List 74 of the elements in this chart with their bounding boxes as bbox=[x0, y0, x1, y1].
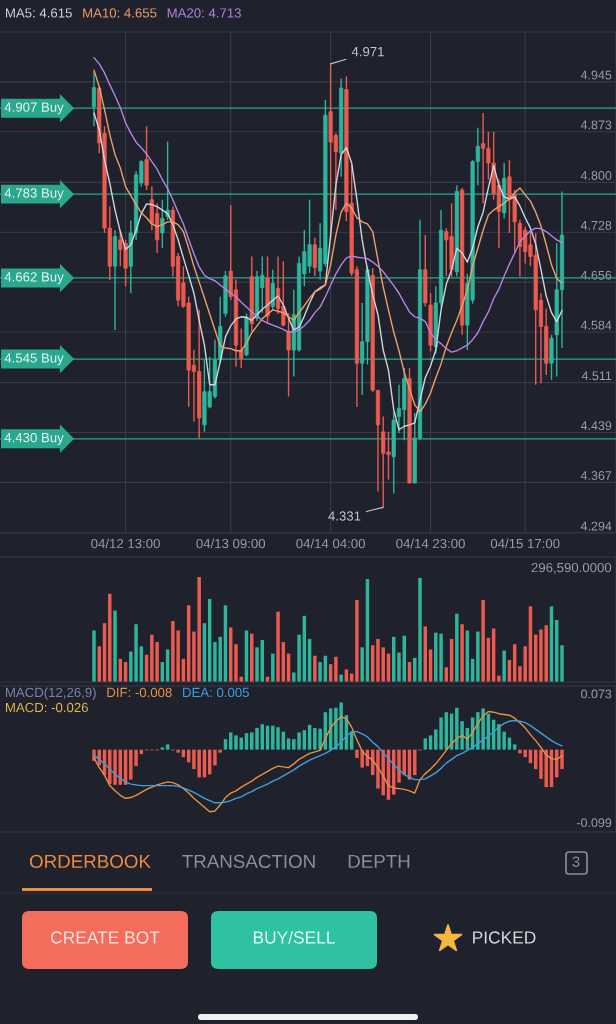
bar bbox=[223, 739, 228, 750]
text: CREATE BOT bbox=[51, 931, 160, 944]
bar bbox=[286, 738, 291, 750]
chart-title: MACD(12,26,9) bbox=[6, 687, 96, 700]
x-tick-label: 04/13 09:00 bbox=[196, 538, 266, 549]
ref-line-label: 4.783 Buy bbox=[4, 188, 64, 201]
y-tick-label: 0.073 bbox=[581, 689, 612, 699]
bar bbox=[481, 600, 485, 682]
bar bbox=[460, 624, 464, 682]
bar bbox=[418, 578, 422, 682]
bar bbox=[108, 593, 112, 682]
bar bbox=[165, 744, 170, 750]
text: MA20: 4.713 bbox=[167, 8, 241, 18]
bar bbox=[92, 630, 96, 682]
bar bbox=[355, 600, 359, 682]
bar bbox=[176, 749, 180, 753]
bar bbox=[360, 647, 364, 682]
bar bbox=[255, 727, 259, 750]
bar bbox=[339, 674, 343, 682]
text: DEA: 0.005 bbox=[183, 687, 249, 698]
y-tick-label: 4.584 bbox=[580, 320, 612, 330]
bar bbox=[560, 749, 564, 770]
annotation: 4.331 bbox=[328, 511, 361, 521]
y-tick-label: 4.728 bbox=[580, 220, 612, 230]
x-tick-label: 04/14 23:00 bbox=[396, 538, 465, 549]
x-tick-label: 04/12 13:00 bbox=[91, 538, 160, 549]
line-series bbox=[93, 710, 563, 813]
bar bbox=[455, 613, 459, 682]
bar bbox=[423, 738, 428, 750]
y-tick-label: 4.873 bbox=[580, 120, 612, 130]
x-tick-label: 04/14 04:00 bbox=[296, 538, 365, 549]
bar bbox=[560, 645, 564, 682]
bar bbox=[502, 650, 506, 682]
text: DIF: -0.008 bbox=[107, 687, 172, 698]
text: BUY/SELL bbox=[253, 930, 335, 944]
bar bbox=[228, 732, 233, 750]
ref-line-label: 4.430 Buy bbox=[4, 432, 64, 445]
x-tick-label: 04/15 17:00 bbox=[490, 538, 560, 549]
text: PICKED bbox=[473, 931, 536, 944]
bar bbox=[497, 675, 501, 682]
y-tick-label: -0.099 bbox=[576, 818, 612, 828]
y-tick-label: 4.294 bbox=[580, 521, 612, 531]
text: DEPTH bbox=[348, 854, 410, 868]
bar bbox=[318, 662, 322, 682]
text: MACD: -0.026 bbox=[6, 702, 88, 713]
bar bbox=[313, 655, 317, 682]
bar bbox=[234, 735, 238, 750]
y-tick-label: 4.511 bbox=[581, 371, 612, 381]
bar bbox=[255, 647, 259, 682]
ref-line-label: 4.545 Buy bbox=[4, 353, 64, 366]
bar bbox=[271, 653, 275, 682]
text: MA5: 4.615 bbox=[6, 8, 72, 18]
y-tick-label: 4.800 bbox=[580, 171, 612, 180]
bar bbox=[113, 610, 117, 682]
bar bbox=[397, 652, 401, 682]
text: ORDERBOOK bbox=[29, 854, 151, 869]
bar bbox=[512, 744, 517, 750]
text: MA10: 4.655 bbox=[83, 8, 157, 18]
bar bbox=[250, 732, 254, 750]
line-series bbox=[93, 719, 563, 804]
text: 3 bbox=[572, 856, 580, 867]
y-tick-label: 4.439 bbox=[580, 421, 612, 431]
bar bbox=[428, 735, 433, 750]
ref-line-label: 4.907 Buy bbox=[4, 102, 64, 115]
text: TRANSACTION bbox=[182, 854, 315, 869]
bar bbox=[160, 747, 165, 750]
bar bbox=[397, 749, 401, 783]
y-tick-label: 4.945 bbox=[580, 70, 612, 80]
ref-line-label: 4.662 Buy bbox=[4, 272, 64, 285]
y-tick-label: 4.367 bbox=[580, 471, 612, 480]
bar bbox=[276, 611, 280, 682]
bar bbox=[476, 631, 480, 682]
bar bbox=[334, 656, 338, 682]
bar bbox=[234, 644, 238, 682]
